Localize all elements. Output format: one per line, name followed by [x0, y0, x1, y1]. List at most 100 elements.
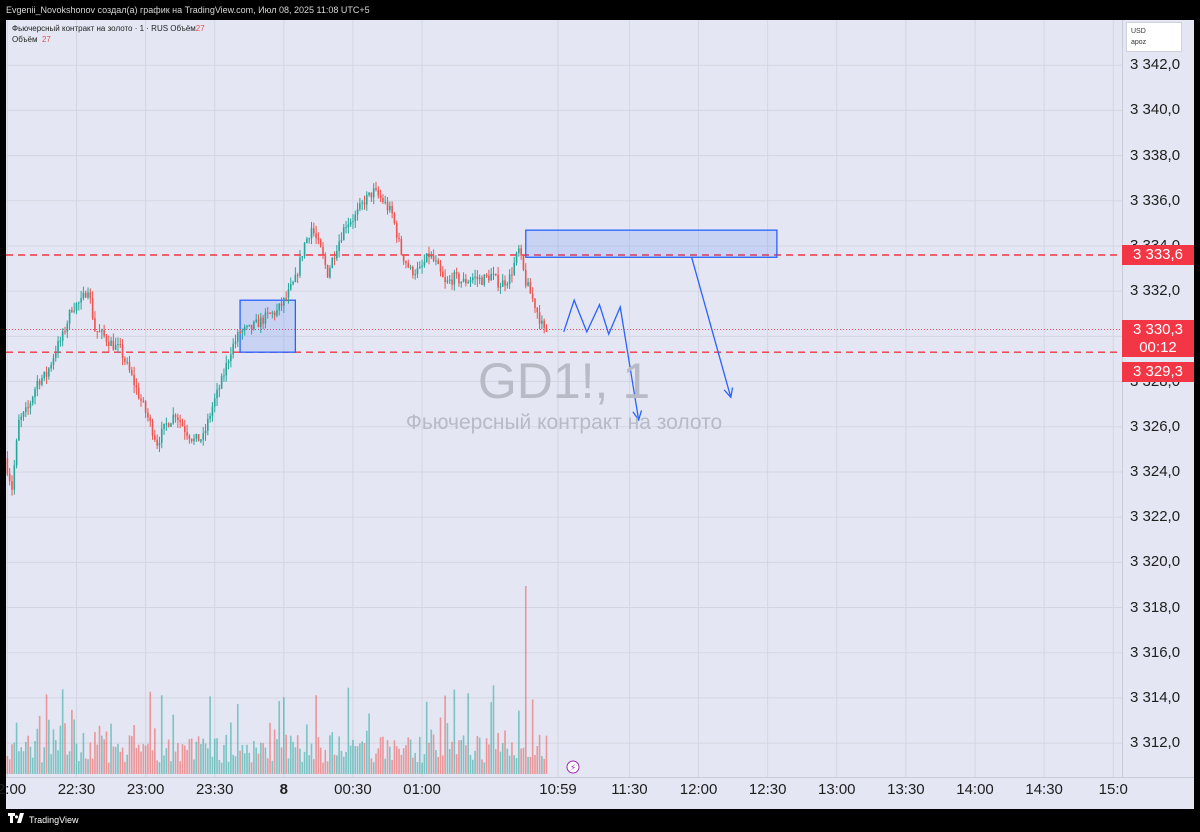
candle	[308, 237, 310, 244]
candle	[534, 298, 536, 314]
time-axis[interactable]	[6, 777, 1194, 809]
volume-bar	[87, 759, 89, 774]
volume-bar	[15, 722, 18, 774]
volume-bar	[534, 755, 536, 774]
volume-bar	[478, 737, 481, 774]
candle	[255, 313, 258, 324]
volume-bar	[451, 741, 453, 774]
candle	[322, 241, 324, 259]
candle	[271, 310, 274, 319]
volume-bar	[283, 697, 285, 774]
candle-body	[29, 403, 32, 408]
candle	[154, 429, 156, 443]
candle	[84, 290, 87, 299]
candle	[64, 326, 66, 335]
price-axis[interactable]	[1122, 20, 1194, 777]
volume-bar	[531, 699, 534, 774]
candle-body	[137, 387, 140, 399]
volume-bar	[352, 739, 354, 774]
volume-bar	[262, 742, 264, 774]
candle	[432, 249, 435, 263]
candle	[425, 253, 428, 263]
volume-bar	[255, 747, 258, 774]
candle	[22, 411, 25, 421]
event-marker[interactable]: ⚡	[566, 760, 580, 774]
volume-bar	[289, 735, 292, 774]
candle-body	[292, 281, 294, 285]
tradingview-logo-icon[interactable]	[8, 809, 24, 832]
candle	[428, 246, 430, 265]
volume-bar	[207, 748, 209, 774]
volume-bar	[213, 738, 216, 774]
candle-body	[144, 401, 147, 413]
candle	[283, 297, 285, 314]
candle-body	[536, 307, 539, 313]
volume-bar	[77, 761, 80, 774]
legend-symbol-line[interactable]: Фьючерсный контракт на золото · 1 · RUS …	[12, 23, 205, 34]
zones[interactable]	[239, 229, 778, 353]
currency-box[interactable]: USD apoz	[1126, 22, 1182, 52]
candle-body	[110, 340, 112, 346]
candle-body	[379, 195, 382, 199]
candle-body	[112, 340, 115, 350]
candle-body	[534, 298, 536, 308]
lightning-icon[interactable]	[566, 760, 580, 774]
footer-bar: TradingView	[0, 809, 1200, 832]
candle	[312, 222, 315, 237]
plot-area[interactable]	[6, 20, 1122, 777]
volume-bar	[234, 756, 237, 774]
candle-body	[428, 253, 430, 258]
candle	[140, 394, 142, 407]
legend-volume-value-2: 27	[41, 35, 51, 44]
volume-bar	[220, 762, 223, 774]
candle-body	[384, 201, 387, 203]
volume-bar	[303, 751, 306, 774]
candle	[91, 291, 94, 321]
candle-body	[36, 380, 39, 390]
footer-brand[interactable]: TradingView	[29, 815, 79, 825]
candle	[336, 245, 338, 261]
candle	[216, 382, 218, 407]
candle-body	[264, 312, 267, 324]
candle	[142, 396, 145, 403]
volume-bar	[437, 756, 440, 774]
legend-volume-line[interactable]: Объём 27	[12, 34, 205, 45]
candle-body	[458, 273, 460, 284]
candle-body	[414, 274, 416, 276]
candle	[446, 276, 449, 284]
chart-legend[interactable]: Фьючерсный контракт на золото · 1 · RUS …	[12, 23, 205, 45]
volume-bar	[423, 754, 426, 774]
candle	[365, 191, 368, 211]
candle	[513, 257, 516, 276]
candle	[492, 266, 495, 281]
candle-body	[197, 434, 200, 442]
candle-body	[488, 275, 490, 281]
candle-body	[160, 428, 163, 443]
candle-body	[101, 330, 103, 332]
price-tick-label: 3 340,0	[1130, 101, 1181, 119]
attribution-text: Evgenii_Novokshonov создал(а) график на …	[6, 5, 370, 15]
candle	[531, 287, 534, 303]
candle-body	[432, 255, 435, 261]
candle	[541, 315, 543, 330]
candle-body	[289, 284, 292, 290]
candle-body	[209, 416, 211, 419]
candle-body	[301, 256, 304, 258]
candle-body	[359, 203, 361, 210]
volume-bar	[160, 695, 163, 774]
candle	[352, 214, 354, 229]
candle	[107, 335, 110, 352]
candle-body	[356, 209, 359, 215]
price-tick-label: 3 320,0	[1130, 553, 1181, 571]
candle-body	[140, 398, 142, 401]
candle-body	[273, 312, 276, 316]
volume-bar	[232, 754, 234, 774]
candle	[467, 279, 469, 284]
candle-body	[195, 434, 198, 439]
projections[interactable]	[563, 257, 734, 422]
candlestick-chart[interactable]: ⚡	[6, 20, 1122, 777]
candle	[209, 412, 211, 423]
candle-body	[416, 267, 419, 275]
candle	[319, 238, 322, 248]
volume-bar	[483, 762, 486, 774]
